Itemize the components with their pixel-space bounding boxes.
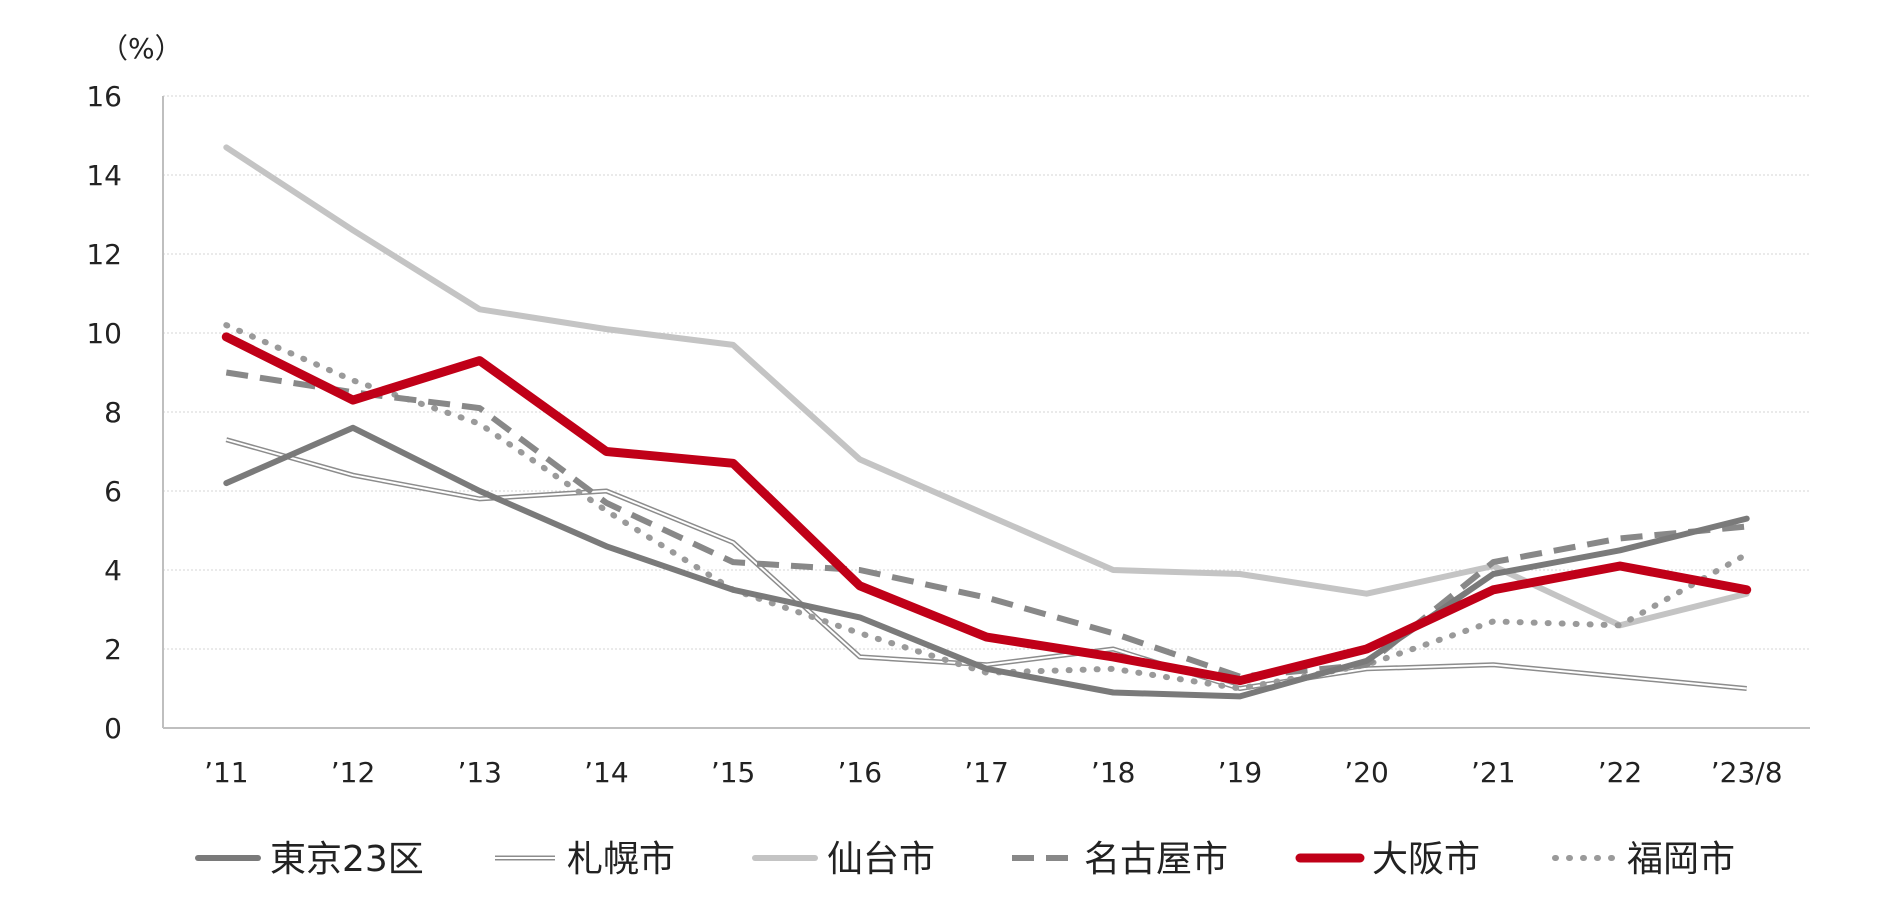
y-axis-unit-label: （%） [100,32,183,65]
x-tick-label: ’11 [204,756,249,789]
y-tick-label: 4 [104,554,122,587]
x-tick-label: ’23/8 [1711,756,1783,789]
series-4 [225,369,1747,680]
x-tick-label: ’20 [1344,756,1389,789]
y-tick-label: 2 [104,633,122,666]
series-line [225,369,1747,680]
y-tick-label: 10 [86,317,122,350]
axes: 0 2 4 6 8 10 12 14 16 ’11 ’12 ’13 ’14 ’15 ’16 ’17 ’18 ’19… [86,80,1810,789]
series-line [223,144,1750,629]
series-line [221,332,1752,686]
x-tick-label: ’19 [1218,756,1263,789]
series-1 [223,424,1750,700]
legend-item: 札幌市 [495,839,675,880]
x-tick-label: ’12 [331,756,376,789]
x-tick-label: ’16 [838,756,883,789]
series-line [223,424,1750,700]
y-tick-label: 0 [104,712,122,745]
legend-label: 札幌市 [567,839,675,880]
series-2 [225,437,1747,691]
x-tick-label: ’15 [711,756,756,789]
y-tick-label: 16 [86,80,122,113]
x-tick-label: ’14 [584,756,629,789]
y-tick-label: 8 [104,396,122,429]
y-tick-label: 14 [86,159,122,192]
x-tick-label: ’18 [1091,756,1136,789]
legend: 東京23区 札幌市 仙台市 名古屋市 大阪市 福岡市 [195,839,1735,880]
x-tick-label: ’17 [964,756,1009,789]
legend-item: 仙台市 [752,839,935,880]
legend-label: 福岡市 [1627,839,1735,880]
x-tick-label: ’21 [1471,756,1516,789]
legend-label: 大阪市 [1372,839,1480,880]
series-lines [221,144,1752,700]
legend-label: 名古屋市 [1084,839,1228,880]
series-3 [223,144,1750,629]
legend-item: 福岡市 [1552,839,1735,880]
x-tick-label: ’13 [457,756,502,789]
legend-label: 仙台市 [827,839,935,880]
series-5 [221,332,1752,686]
y-tick-label: 12 [86,238,122,271]
y-tick-label: 6 [104,475,122,508]
grid-lines [163,95,1810,650]
legend-item: 名古屋市 [1012,839,1228,880]
legend-item: 大阪市 [1295,839,1480,880]
legend-item: 東京23区 [195,839,424,880]
legend-label: 東京23区 [270,839,424,880]
x-tick-label: ’22 [1598,756,1643,789]
